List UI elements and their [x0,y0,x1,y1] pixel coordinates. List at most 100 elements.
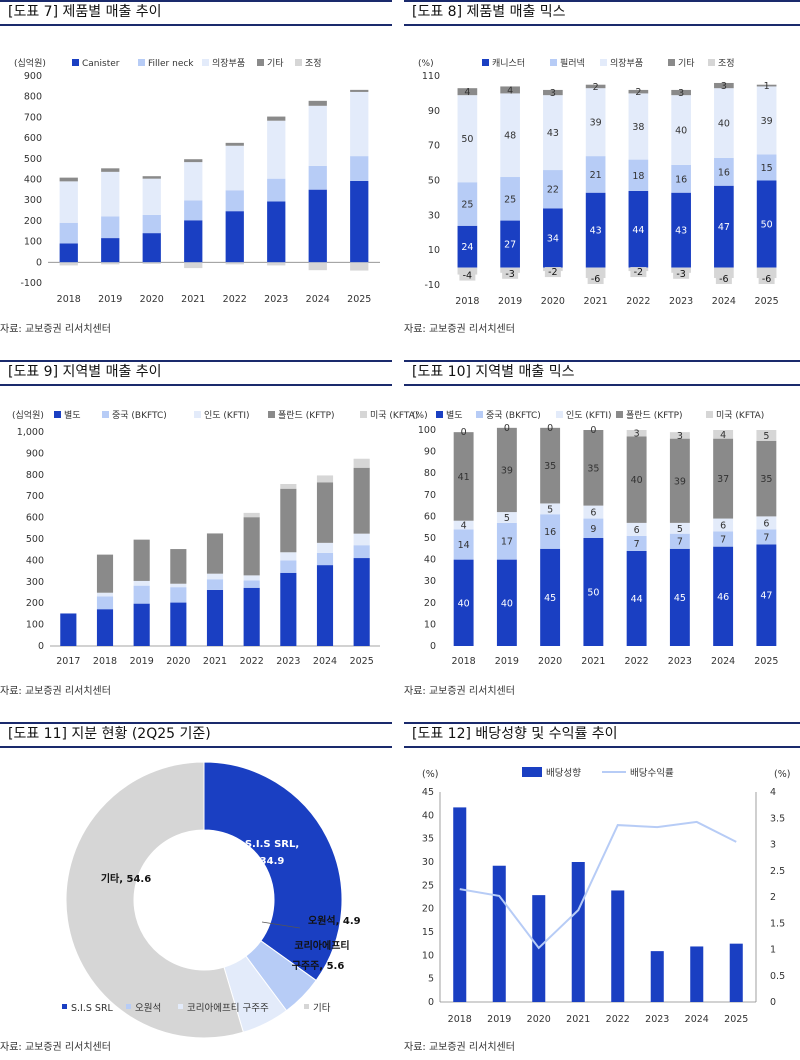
bar-segment [669,533,690,549]
legend-label: 의장부품 [212,58,245,69]
bar-segment [133,585,150,604]
x-tick-label: 2023 [645,1014,669,1025]
bar-segment [225,262,244,265]
y-tick-label: 400 [26,555,44,566]
bar-segment [59,243,78,263]
y-tick-label: 70 [428,141,440,152]
y-tick-label: 700 [26,491,44,502]
data-label-bg [673,268,690,279]
legend-swatch [138,59,145,66]
bar [690,946,704,1002]
data-label: 16 [544,527,556,538]
y2-tick-label: 1 [770,945,776,956]
bar-segment [457,88,478,96]
data-label: 16 [718,167,730,178]
bar-segment [714,88,734,158]
bar-segment [543,89,563,96]
y-tick-label: 15 [422,927,434,938]
bar-segment [225,190,244,212]
y-tick-label: 600 [24,133,42,144]
legend-label: 인도 (KFTI) [566,410,612,421]
y-tick-label: 80 [424,468,436,479]
bar-segment [453,559,474,646]
legend-label: 조정 [305,58,322,69]
bar-segment [184,262,203,269]
bar-segment [585,156,606,193]
data-label: 50 [587,588,599,599]
panel-product-sales: [도표 7] 제품별 매출 추이 (십억원) Canister Filler nec… [0,0,392,340]
x-tick-label: 2022 [240,656,264,667]
panel-region-sales: [도표 9] 지역별 매출 추이 (십억원) 별도 중국 (BKFTC) 인도 (KF… [0,360,418,700]
bar-segment [453,520,474,530]
panel-shareholders: [도표 11] 지분 현황 (2Q25 기준) S.I.S SRL, 34.9 오원… [0,722,392,1060]
unit-label: (%) [412,411,428,421]
bar-segment [496,522,517,560]
bar-segment [353,458,370,468]
data-label: 0 [547,423,553,434]
legend-label: 코리아에프티 구주주 [187,1003,269,1014]
data-label: 3 [677,431,683,442]
bar [729,943,743,1002]
data-label: 0 [504,423,510,434]
y-tick-label: 20 [422,904,434,915]
bar-segment [308,165,327,190]
source-label: 자료: 교보증권 리서치센터 [0,324,111,335]
x-tick-label: 2017 [56,656,80,667]
bar-segment [353,533,370,546]
chart-product-mix: (%) 캐니스터 필러넥 의장부품 기타 조정-101030507090110201824… [418,57,779,307]
legend-label: Canister [82,59,120,69]
panel-region-mix: [도표 10] 지역별 매출 믹스 (%) 별도 중국 (BKFTC) 인도 (KFT… [404,360,800,700]
y2-tick-label: 1.5 [770,918,785,929]
x-tick-label: 2023 [669,296,693,307]
legend-label: 배당수익률 [630,767,674,779]
bar-segment [243,512,260,518]
y-tick-label: 30 [422,857,434,868]
legend-label: S.I.S SRL [71,1003,114,1014]
x-tick-label: 2019 [498,296,522,307]
data-label: -4 [463,271,472,282]
source-label: 자료: 교보증권 리서치센터 [404,1042,515,1053]
data-label: 35 [544,461,556,472]
bar-segment [225,142,244,146]
x-tick-label: 2020 [166,656,190,667]
bar-segment [350,180,369,263]
y2-tick-label: 4 [770,787,776,798]
x-tick-label: 2021 [581,656,605,667]
x-tick-label: 2021 [181,294,205,305]
bar-segment [713,546,734,646]
x-tick-label: 2019 [98,294,122,305]
x-tick-label: 2023 [668,656,692,667]
legend-label: 배당성향 [546,767,581,779]
bar-segment [96,596,114,610]
bar-segment [756,516,777,530]
bar-segment [626,436,647,523]
slice-label: 기타, 54.6 [101,872,151,885]
data-label: -6 [762,274,771,285]
bar-segment [713,430,734,439]
x-tick-label: 2018 [93,656,117,667]
bar-segment [96,592,114,597]
data-label: 4 [464,87,470,98]
bar-segment [756,180,777,268]
legend-label: Filler neck [148,59,194,69]
data-label: -6 [591,274,600,285]
data-label: 3 [550,88,556,99]
legend-label: 필러넥 [560,57,585,69]
x-tick-label: 2018 [452,656,476,667]
bar-segment [756,86,777,155]
bar-segment [267,178,286,202]
legend-swatch [476,411,483,418]
bar-segment [142,178,161,215]
bar-segment [267,116,286,121]
x-tick-label: 2022 [626,296,650,307]
bar-segment [540,548,561,646]
y-tick-label: 90 [424,447,436,458]
bar-segment [170,587,187,603]
legend-label: 캐니스터 [492,58,525,69]
data-label: 38 [632,122,644,133]
legend-swatch [257,59,264,66]
x-tick-label: 2019 [130,656,154,667]
y-tick-label: 40 [424,555,436,566]
chart-dividend: (%) (%)배당성향 배당수익률05101520253035404500.511.… [422,767,790,1025]
bar-segment [756,267,777,279]
